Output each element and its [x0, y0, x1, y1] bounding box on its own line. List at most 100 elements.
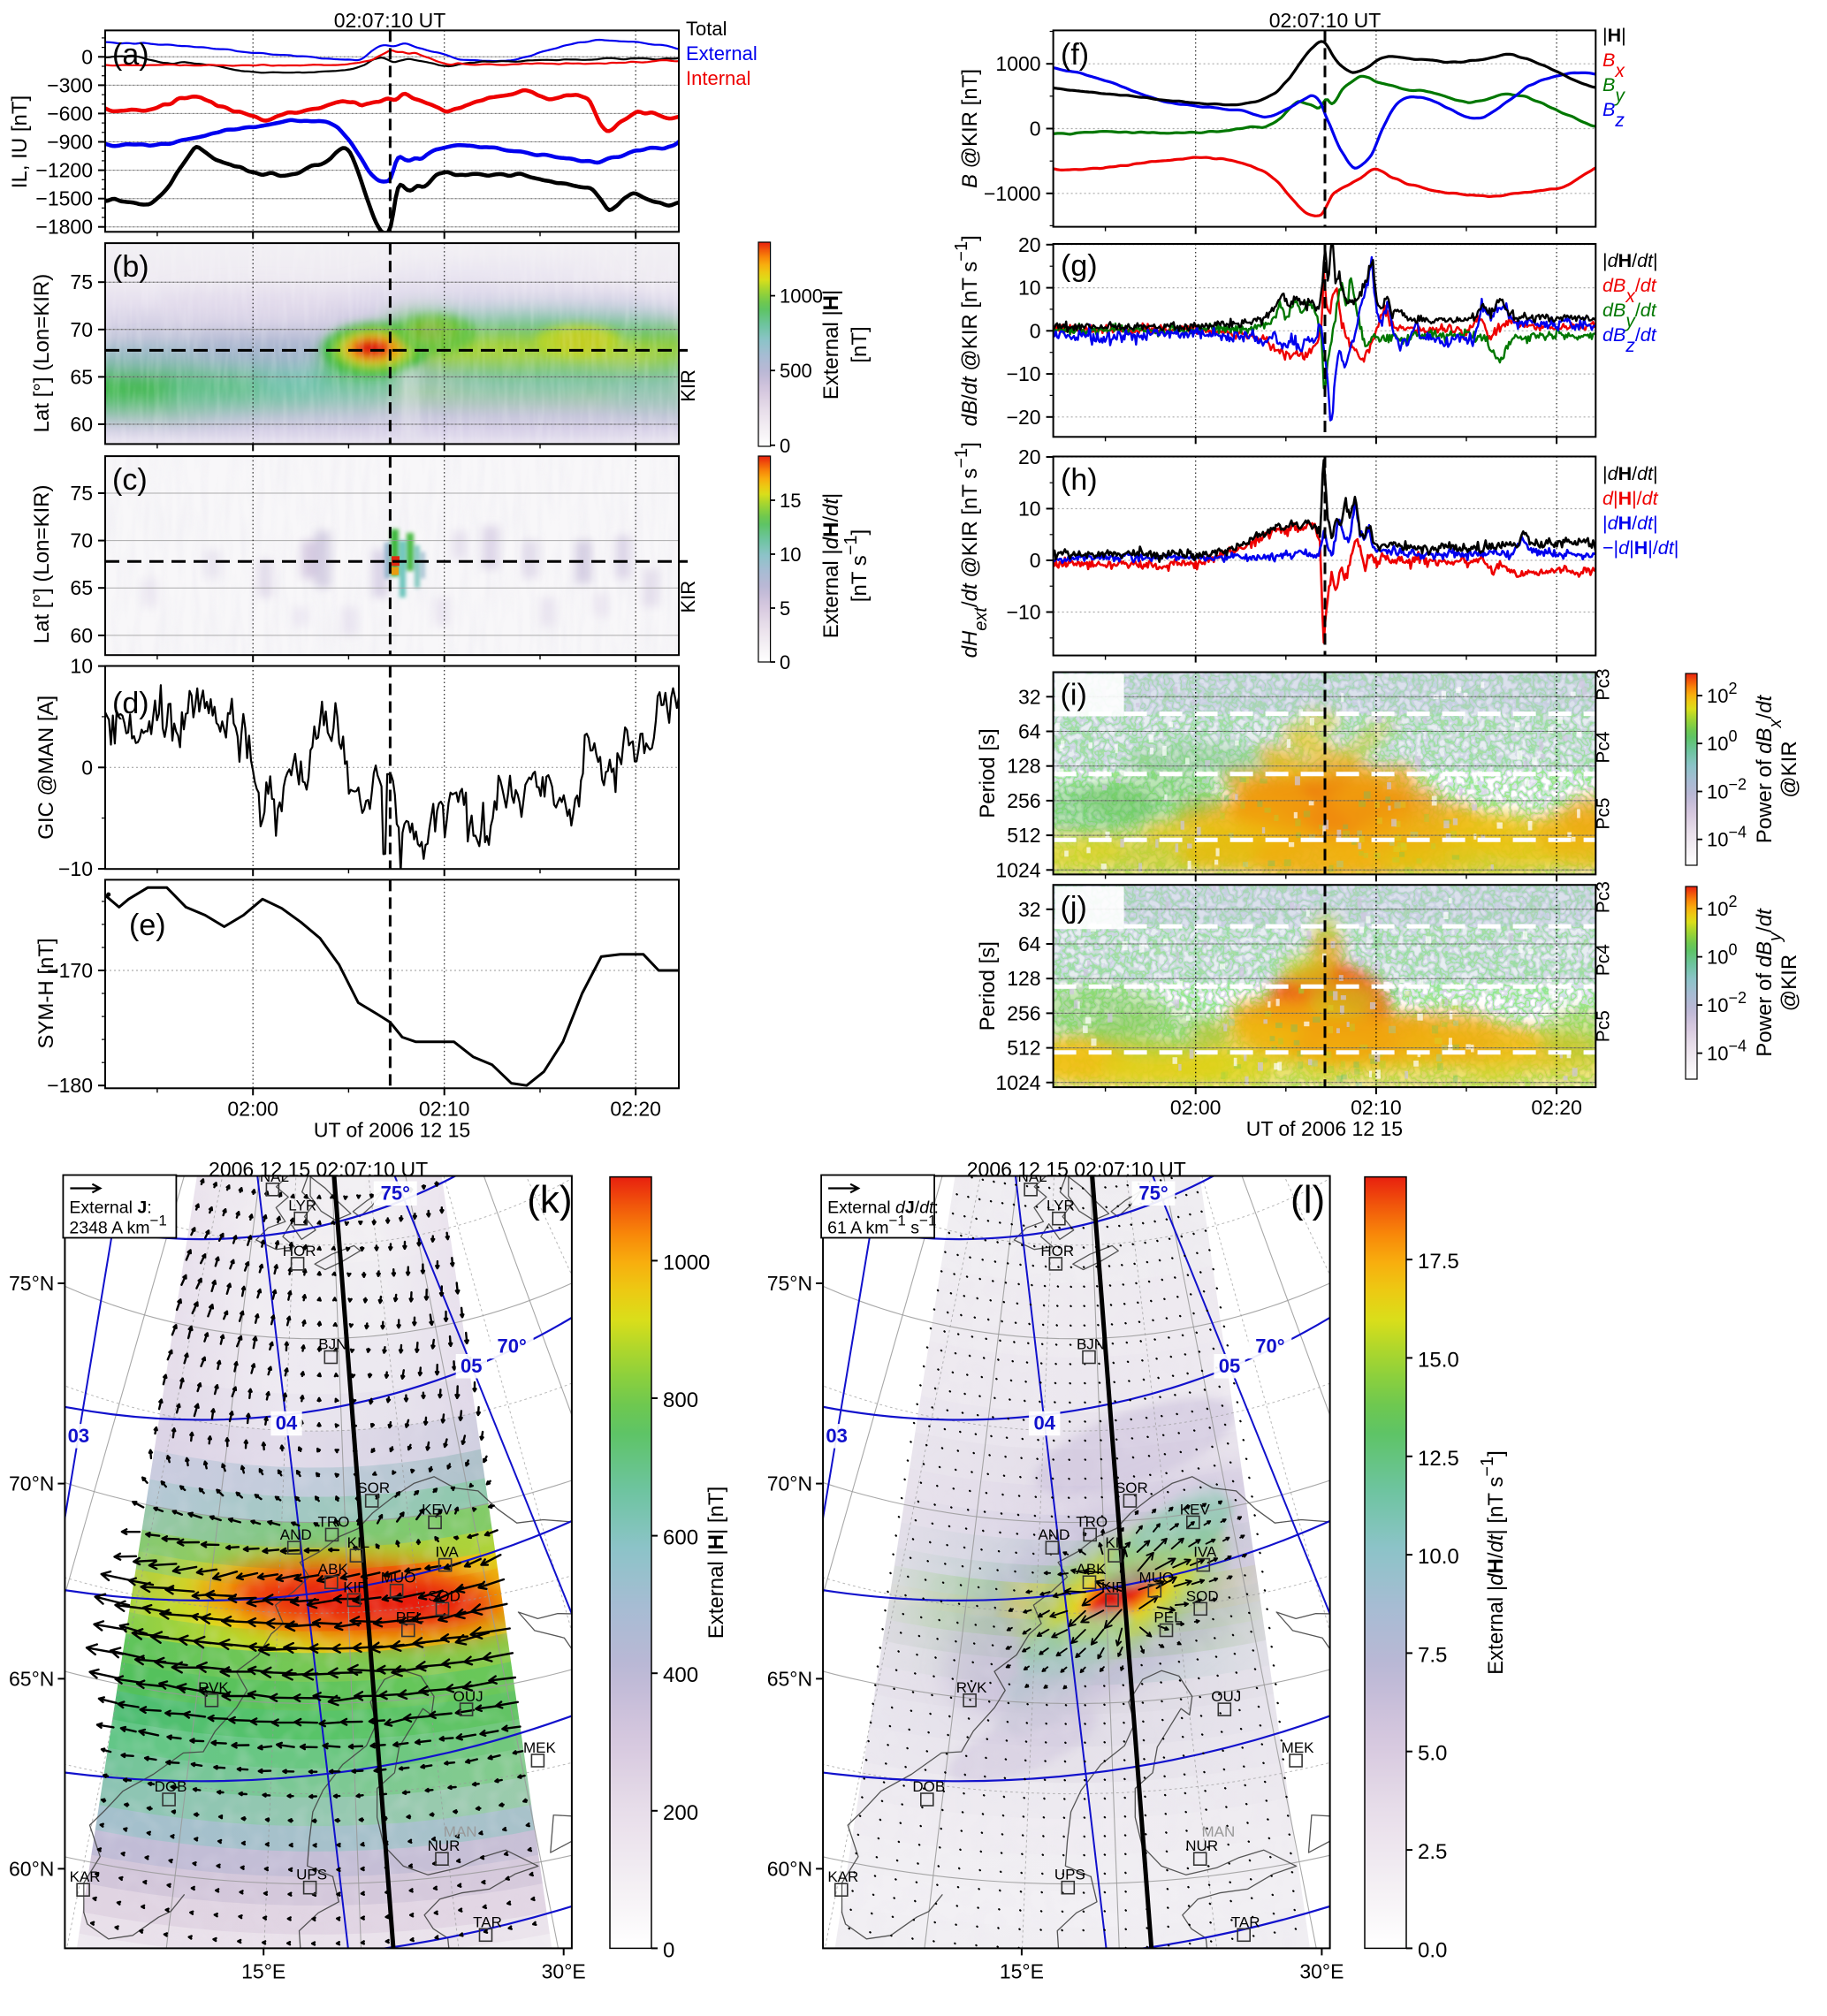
svg-text:10.0: 10.0 — [1418, 1545, 1459, 1569]
svg-text:RVK: RVK — [198, 1679, 229, 1696]
svg-text:UT of 2006 12 15: UT of 2006 12 15 — [314, 1118, 470, 1141]
svg-text:PEL: PEL — [1153, 1609, 1182, 1626]
svg-text:−10: −10 — [1007, 601, 1041, 624]
svg-text:02:20: 02:20 — [1531, 1096, 1582, 1119]
svg-text:TRO: TRO — [318, 1513, 350, 1530]
svg-text:20: 20 — [1018, 445, 1041, 468]
svg-text:1024: 1024 — [995, 1071, 1040, 1094]
svg-text:1000: 1000 — [780, 285, 823, 308]
svg-text:|dH/dt|: |dH/dt| — [1602, 250, 1658, 271]
svg-text:@KIR: @KIR — [1778, 955, 1801, 1011]
svg-text:7.5: 7.5 — [1418, 1643, 1447, 1667]
svg-text:LYR: LYR — [1047, 1198, 1075, 1214]
svg-text:BJN: BJN — [1077, 1336, 1105, 1353]
svg-text:TRO: TRO — [1076, 1513, 1108, 1530]
svg-text:15.0: 15.0 — [1418, 1348, 1459, 1372]
svg-text:ABK: ABK — [318, 1561, 349, 1578]
svg-text:30°E: 30°E — [542, 1959, 586, 1982]
svg-text:B @KIR [nT]: B @KIR [nT] — [958, 69, 982, 188]
svg-text:ABK: ABK — [1076, 1561, 1107, 1578]
svg-text:65: 65 — [70, 576, 93, 599]
svg-text:32: 32 — [1018, 685, 1041, 708]
svg-text:10: 10 — [70, 655, 93, 678]
svg-text:70°N: 70°N — [9, 1472, 54, 1495]
svg-text:MAN: MAN — [444, 1823, 477, 1840]
svg-text:65°N: 65°N — [767, 1667, 812, 1690]
svg-text:SOD: SOD — [428, 1587, 461, 1604]
svg-text:75: 75 — [70, 482, 93, 505]
svg-text:70: 70 — [70, 529, 93, 552]
svg-text:−600: −600 — [47, 102, 93, 125]
svg-text:KIR: KIR — [343, 1579, 368, 1595]
svg-text:70: 70 — [70, 318, 93, 341]
svg-text:(k): (k) — [527, 1178, 572, 1221]
svg-text:(g): (g) — [1061, 249, 1098, 283]
svg-text:PEL: PEL — [396, 1609, 424, 1626]
svg-text:02:00: 02:00 — [227, 1097, 278, 1120]
svg-text:(c): (c) — [112, 463, 148, 497]
svg-text:500: 500 — [780, 360, 812, 382]
svg-text:02:10: 02:10 — [419, 1097, 470, 1120]
svg-text:5: 5 — [780, 597, 790, 620]
svg-text:−300: −300 — [47, 73, 93, 96]
svg-text:0: 0 — [663, 1938, 674, 1962]
svg-text:−180: −180 — [47, 1074, 93, 1097]
svg-text:−900: −900 — [47, 131, 93, 154]
svg-text:15°E: 15°E — [1000, 1959, 1044, 1982]
svg-text:0.0: 0.0 — [1418, 1938, 1447, 1962]
svg-text:02:00: 02:00 — [1170, 1096, 1222, 1119]
svg-text:KAR: KAR — [70, 1868, 101, 1885]
svg-text:KEV: KEV — [422, 1501, 453, 1518]
svg-text:Pc4: Pc4 — [1593, 944, 1613, 977]
svg-text:(l): (l) — [1290, 1178, 1325, 1221]
svg-text:KIR: KIR — [677, 369, 699, 402]
svg-text:12.5: 12.5 — [1418, 1447, 1459, 1471]
svg-text:60: 60 — [70, 624, 93, 647]
svg-text:128: 128 — [1007, 755, 1040, 778]
svg-text:KIR: KIR — [1101, 1579, 1126, 1595]
svg-text:OUJ: OUJ — [453, 1688, 483, 1705]
svg-text:|dH/dt|: |dH/dt| — [1602, 513, 1658, 534]
svg-text:70°: 70° — [498, 1335, 527, 1358]
svg-text:KIL: KIL — [347, 1534, 370, 1551]
svg-text:BJN: BJN — [318, 1336, 346, 1353]
svg-text:03: 03 — [826, 1425, 847, 1447]
svg-text:|dH/dt|: |dH/dt| — [1602, 463, 1658, 484]
svg-text:HOR: HOR — [1040, 1243, 1074, 1259]
svg-text:04: 04 — [276, 1412, 298, 1434]
svg-text:UPS: UPS — [1054, 1867, 1085, 1883]
svg-text:AND: AND — [280, 1526, 312, 1543]
svg-text:64: 64 — [1018, 720, 1041, 743]
svg-text:−1500: −1500 — [35, 187, 93, 210]
svg-text:0: 0 — [1030, 319, 1041, 342]
svg-text:TAR: TAR — [473, 1913, 502, 1930]
svg-text:128: 128 — [1007, 967, 1040, 990]
svg-text:15: 15 — [780, 490, 801, 512]
svg-text:Lat [°] (Lon=KIR): Lat [°] (Lon=KIR) — [30, 274, 54, 433]
svg-text:10: 10 — [780, 544, 801, 566]
svg-text:Period [s]: Period [s] — [976, 728, 1000, 818]
svg-text:External J:: External J: — [69, 1198, 151, 1218]
svg-text:IL, IU [nT]: IL, IU [nT] — [8, 95, 32, 188]
svg-text:KIR: KIR — [677, 581, 699, 613]
svg-text:2006 12 15 02:07:10 UT: 2006 12 15 02:07:10 UT — [967, 1158, 1186, 1181]
svg-text:04: 04 — [1033, 1412, 1055, 1434]
svg-text:05: 05 — [1219, 1355, 1240, 1377]
svg-text:20: 20 — [1018, 233, 1041, 256]
svg-text:d|H|/dt: d|H|/dt — [1602, 488, 1659, 509]
svg-text:10: 10 — [1018, 277, 1041, 300]
svg-text:200: 200 — [663, 1801, 698, 1825]
svg-text:(i): (i) — [1061, 679, 1087, 712]
svg-text:(h): (h) — [1061, 463, 1098, 497]
svg-text:02:07:10 UT: 02:07:10 UT — [334, 9, 446, 32]
svg-text:AND: AND — [1038, 1526, 1070, 1543]
svg-text:512: 512 — [1007, 1037, 1040, 1060]
svg-text:75°N: 75°N — [767, 1272, 812, 1295]
svg-text:30°E: 30°E — [1299, 1959, 1344, 1982]
svg-text:(j): (j) — [1061, 891, 1087, 924]
svg-text:2.5: 2.5 — [1418, 1840, 1447, 1864]
svg-text:0: 0 — [81, 756, 93, 779]
svg-text:64: 64 — [1018, 932, 1041, 955]
svg-text:02:10: 02:10 — [1351, 1096, 1402, 1119]
svg-text:SOD: SOD — [1186, 1587, 1219, 1604]
